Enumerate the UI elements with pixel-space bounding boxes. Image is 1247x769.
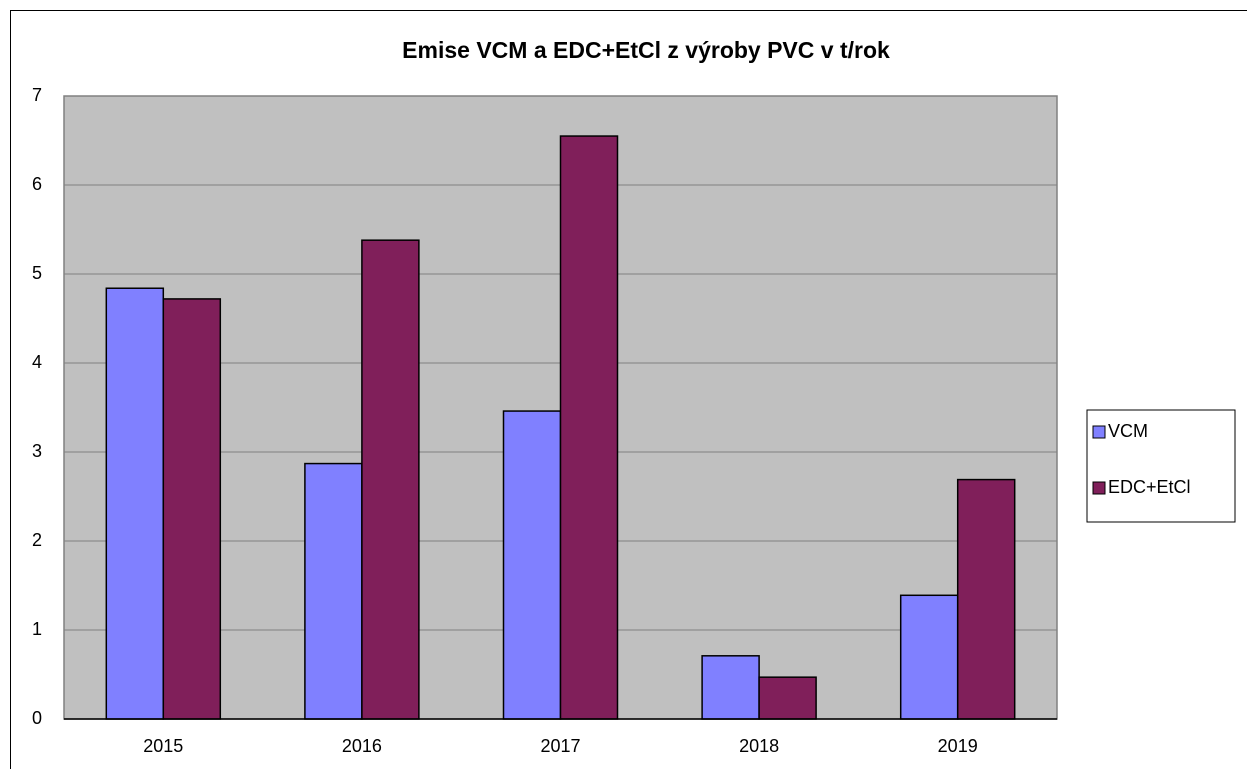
bar	[502, 410, 562, 720]
y-tick-label: 3	[32, 441, 42, 461]
bar	[361, 239, 420, 720]
legend-swatch	[1092, 425, 1106, 439]
bar	[105, 287, 165, 720]
x-tick-label: 2017	[540, 736, 580, 756]
legend-swatch	[1092, 481, 1106, 495]
y-tick-label: 0	[32, 708, 42, 728]
y-tick-label: 7	[32, 85, 42, 105]
x-tick-label: 2019	[938, 736, 978, 756]
legend-label: EDC+EtCl	[1108, 477, 1191, 497]
bar	[956, 478, 1016, 720]
bar	[701, 655, 760, 720]
legend-label: VCM	[1108, 421, 1148, 441]
y-tick-label: 6	[32, 174, 42, 194]
x-tick-label: 2018	[739, 736, 779, 756]
bar	[304, 462, 363, 720]
y-tick-label: 5	[32, 263, 42, 283]
y-tick-label: 2	[32, 530, 42, 550]
y-tick-label: 1	[32, 619, 42, 639]
legend-box	[1086, 409, 1236, 523]
chart-title: Emise VCM a EDC+EtCl z výroby PVC v t/ro…	[402, 37, 890, 63]
y-tick-label: 4	[32, 352, 42, 372]
bar	[758, 676, 817, 720]
bar	[162, 298, 222, 720]
x-tick-label: 2016	[342, 736, 382, 756]
bar	[899, 594, 959, 720]
x-tick-label: 2015	[143, 736, 183, 756]
bar	[559, 135, 619, 720]
